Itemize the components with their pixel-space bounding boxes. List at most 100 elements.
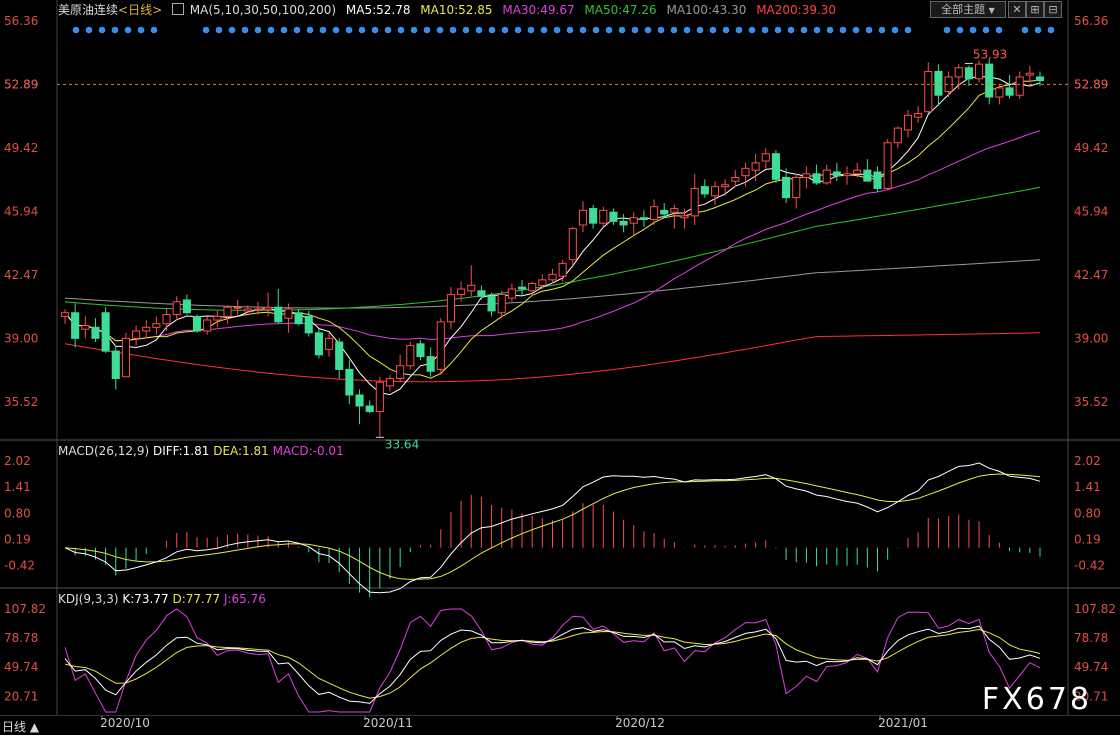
- signal-dot: [319, 26, 327, 34]
- candle-body: [782, 176, 791, 199]
- signal-dot: [566, 26, 574, 34]
- kdj-tick-label: 49.74: [4, 660, 38, 674]
- signal-dot: [1021, 26, 1029, 34]
- signal-dot: [579, 26, 587, 34]
- candle-body: [589, 208, 598, 224]
- period-label[interactable]: <日线>: [118, 3, 163, 17]
- price-header: 美原油连续<日线> MA(5,10,30,50,100,200) MA5:52.…: [58, 3, 842, 17]
- candle-body: [182, 299, 191, 314]
- kdj-tick-label: 20.71: [4, 689, 38, 703]
- signal-dot: [644, 26, 652, 34]
- candle-body: [650, 206, 659, 221]
- candle-body: [152, 323, 161, 328]
- candle-body: [264, 306, 273, 310]
- macd-dea: DEA:1.81: [213, 444, 269, 458]
- signal-dot: [358, 26, 366, 34]
- signal-dot: [202, 26, 210, 34]
- macd-params: MACD(26,12,9): [58, 444, 150, 458]
- high-price-label: 53.93: [973, 47, 1007, 61]
- signal-dot: [85, 26, 93, 34]
- price-tick-label: 49.42: [4, 141, 38, 155]
- signal-dot: [215, 26, 223, 34]
- x-tick-label: 2020/10: [100, 716, 150, 730]
- candle-body: [568, 228, 577, 261]
- signal-dot: [982, 26, 990, 34]
- candle-body: [457, 288, 466, 295]
- candle-body: [710, 186, 720, 197]
- candle-body: [223, 306, 232, 317]
- signal-dot: [449, 26, 457, 34]
- ma-indicator-icon[interactable]: [171, 3, 184, 15]
- signal-dot: [696, 26, 704, 34]
- signal-dot: [553, 26, 561, 34]
- candle-body: [426, 356, 435, 372]
- candle-body: [842, 173, 852, 177]
- candle-body: [903, 114, 913, 131]
- candle-body: [690, 187, 699, 217]
- price-tick-label: 52.89: [4, 77, 38, 91]
- signal-dot: [852, 26, 860, 34]
- signal-dot: [787, 26, 795, 34]
- candle-body: [832, 171, 841, 177]
- low-price-label: 33.64: [385, 437, 419, 451]
- signal-dot: [111, 26, 119, 34]
- candle-body: [802, 173, 811, 178]
- candle-body: [497, 293, 506, 314]
- candle-body: [731, 176, 740, 182]
- candle-body: [304, 315, 313, 334]
- price-tick-label: 39.00: [1074, 331, 1108, 345]
- candle-body: [629, 217, 638, 224]
- signal-dot: [605, 26, 613, 34]
- macd-tick-label: -0.42: [1074, 559, 1105, 573]
- candle-body: [528, 282, 537, 292]
- kdj-tick-label: 107.82: [1074, 602, 1116, 616]
- signal-dot: [371, 26, 379, 34]
- signal-dot: [865, 26, 873, 34]
- signal-dot: [592, 26, 600, 34]
- candle-body: [578, 209, 588, 226]
- candle-body: [365, 405, 374, 412]
- collapse-icon[interactable]: ⊟: [1044, 1, 1062, 18]
- signal-dot: [995, 26, 1003, 34]
- theme-select-label: 全部主题: [941, 3, 986, 16]
- price-tick-label: 56.36: [4, 14, 38, 28]
- candle-body: [416, 343, 425, 358]
- candle-body: [385, 378, 395, 387]
- macd-dea-line: [64, 473, 1041, 580]
- price-tick-label: 45.94: [4, 204, 38, 218]
- signal-dot: [774, 26, 782, 34]
- signal-dot: [969, 26, 977, 34]
- ma5-value: MA5:52.78: [345, 3, 411, 17]
- candle-body: [375, 381, 384, 412]
- candle-body: [964, 67, 973, 80]
- signal-dot: [722, 26, 730, 34]
- signal-dot: [436, 26, 444, 34]
- candle-body: [558, 262, 567, 277]
- candle-body: [162, 314, 171, 325]
- expand-icon[interactable]: ⊞: [1026, 1, 1044, 18]
- candle-body: [284, 308, 293, 319]
- candle-body: [142, 326, 151, 332]
- signal-dot: [943, 26, 951, 34]
- ma10-line: [64, 79, 1041, 379]
- ma200-line: [64, 332, 1041, 383]
- kdj-tick-label: 78.78: [4, 631, 38, 645]
- signal-dot: [514, 26, 522, 34]
- ma5-line: [64, 76, 1041, 396]
- signal-dot: [150, 26, 158, 34]
- signal-dot: [891, 26, 899, 34]
- theme-select[interactable]: 全部主题 ▼: [930, 1, 1006, 18]
- macd-tick-label: 2.02: [4, 454, 31, 468]
- signal-dot: [72, 26, 80, 34]
- signal-dot: [735, 26, 743, 34]
- period-toggle-button[interactable]: 日线 ▲: [2, 720, 40, 734]
- kdj-tick-label: 20.71: [1074, 689, 1108, 703]
- signal-dot: [670, 26, 678, 34]
- close-icon[interactable]: ✕: [1008, 1, 1026, 18]
- kdj-tick-label: 49.74: [1074, 660, 1108, 674]
- ma-params-label: MA(5,10,30,50,100,200): [189, 3, 337, 17]
- chevron-down-icon: ▼: [988, 6, 995, 15]
- candle-body: [670, 208, 679, 213]
- ma50-value: MA50:47.26: [584, 3, 657, 17]
